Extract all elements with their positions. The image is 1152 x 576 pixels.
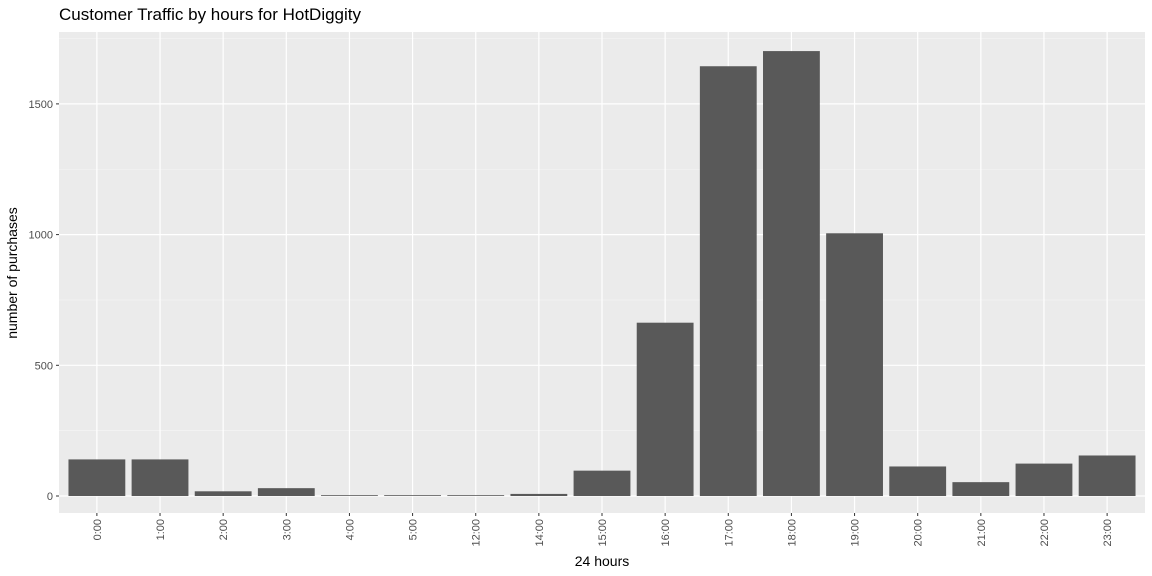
- x-tick-label: 21:00: [976, 519, 988, 547]
- x-tick-label: 19:00: [850, 519, 862, 547]
- bar-12:00: [447, 495, 505, 497]
- y-tick-label: 1000: [29, 230, 53, 242]
- bar-15:00: [573, 470, 631, 497]
- x-tick-label: 17:00: [723, 519, 735, 547]
- x-tick-label: 18:00: [786, 519, 798, 547]
- bar-19:00: [826, 233, 883, 497]
- x-tick-label: 2:00: [218, 519, 230, 540]
- x-tick-label: 20:00: [913, 519, 925, 547]
- x-tick-label: 12:00: [471, 519, 483, 547]
- bar-14:00: [510, 493, 568, 497]
- bar-4:00: [321, 495, 378, 497]
- x-tick-label: 4:00: [344, 519, 356, 540]
- x-tick-label: 1:00: [155, 519, 167, 540]
- x-tick-label: 16:00: [660, 519, 672, 547]
- y-tick-label: 0: [47, 491, 53, 503]
- x-tick-label: 23:00: [1102, 519, 1114, 547]
- x-tick-label: 22:00: [1039, 519, 1051, 547]
- bars: [68, 51, 1136, 497]
- x-tick-label: 3:00: [281, 519, 293, 540]
- bar-17:00: [699, 66, 757, 497]
- bar-21:00: [952, 482, 1010, 497]
- y-tick-label: 1500: [29, 99, 53, 111]
- y-tick-label: 500: [35, 360, 53, 372]
- bar-0:00: [68, 459, 126, 497]
- bar-22:00: [1015, 463, 1073, 497]
- bar-5:00: [384, 495, 441, 497]
- bar-16:00: [636, 322, 694, 497]
- x-tick-label: 5:00: [408, 519, 420, 540]
- x-tick-label: 0:00: [92, 519, 104, 540]
- x-axis: 0:00 1:00 2:00 3:00 4:00 5:00 12:00 14:00 15:00 1…: [92, 513, 1114, 547]
- bar-1:00: [131, 459, 189, 497]
- x-tick-label: 15:00: [597, 519, 609, 547]
- bar-20:00: [889, 466, 947, 497]
- y-axis: 0 500 1000 1500: [29, 99, 59, 503]
- bar-18:00: [763, 51, 820, 497]
- y-axis-title: number of purchases: [4, 207, 20, 339]
- bar-2:00: [194, 491, 252, 497]
- bar-3:00: [257, 488, 315, 497]
- x-tick-label: 14:00: [534, 519, 546, 547]
- bar-23:00: [1078, 455, 1136, 497]
- chart-title: Customer Traffic by hours for HotDiggity: [59, 5, 362, 24]
- x-axis-title: 24 hours: [575, 553, 629, 569]
